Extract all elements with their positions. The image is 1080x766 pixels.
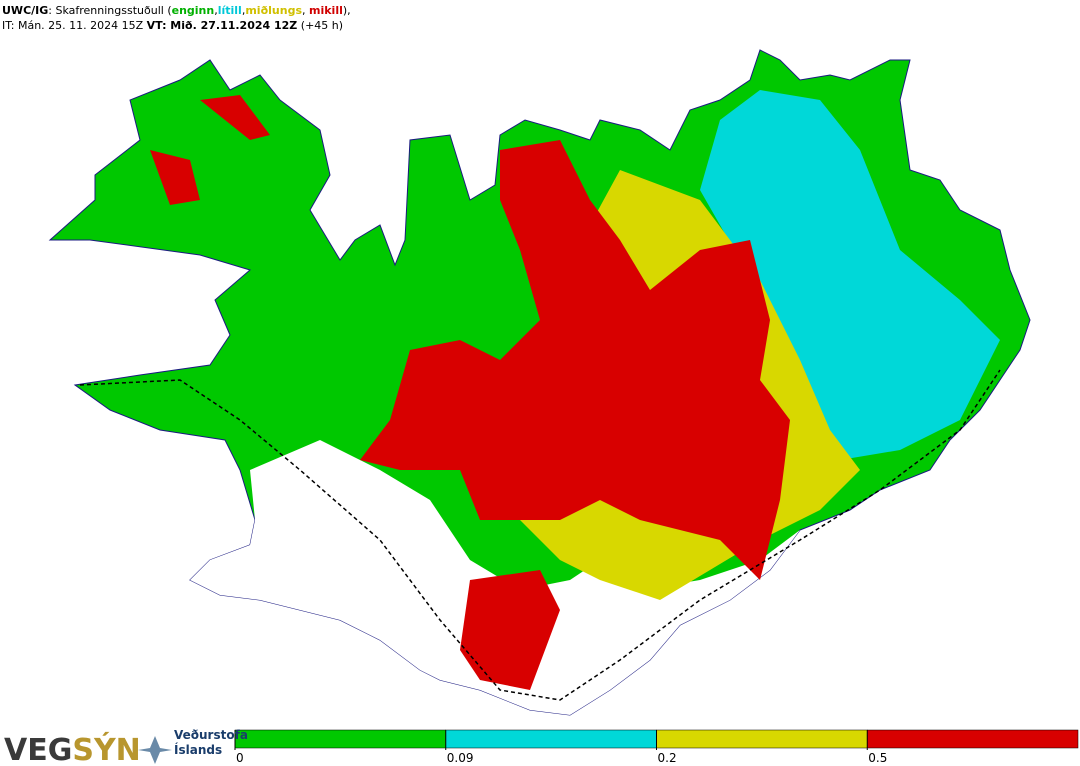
red-area: [150, 150, 200, 205]
legend-swatch: [656, 729, 868, 749]
legend-swatch: [867, 729, 1079, 749]
vegsyn-logo: VEGSÝN: [4, 731, 141, 766]
header-line: UWC/IG: Skafrenningsstuðull (enginn,líti…: [2, 3, 351, 18]
header-text: enginn: [171, 4, 215, 17]
red-area: [360, 140, 790, 580]
header-text: ),: [342, 4, 351, 17]
legend-label: 0.2: [658, 751, 677, 765]
header-text: IT: Mán. 25. 11. 2024 15Z: [2, 19, 147, 32]
header-text: mikill: [309, 4, 343, 17]
header: UWC/IG: Skafrenningsstuðull (enginn,líti…: [2, 3, 351, 33]
legend-swatch: [234, 729, 446, 749]
red-area: [460, 570, 560, 690]
legend-swatch: [445, 729, 657, 749]
cyan-area: [700, 90, 1000, 460]
vedurstofa-icon: [138, 736, 172, 764]
header-text: VT: Mið. 27.11.2024 12Z: [146, 19, 298, 32]
vedurstofa-text: Íslands: [174, 742, 222, 757]
legend-label: 0.09: [447, 751, 474, 765]
map: [48, 49, 1031, 716]
header-text: (+45 h): [297, 19, 344, 32]
legend-label: 0.5: [868, 751, 887, 765]
header-text: UWC/IG: [2, 4, 49, 17]
logo-text: SÝN: [72, 731, 140, 766]
header-text: lítill: [217, 4, 242, 17]
header-text: ,: [214, 4, 218, 17]
logo-text: VEG: [4, 733, 72, 766]
header-text: ,: [241, 4, 246, 17]
header-text: : Skafrenningsstuðull (: [48, 4, 172, 17]
road: [79, 369, 1001, 701]
header-text: ,: [302, 4, 309, 17]
red-area: [200, 95, 270, 140]
header-text: miðlungs: [245, 4, 302, 17]
vedurstofa-text: Veðurstofa: [174, 728, 248, 742]
header-line: IT: Mán. 25. 11. 2024 15Z VT: Mið. 27.11…: [2, 18, 351, 33]
legend-label: 0: [236, 751, 244, 765]
